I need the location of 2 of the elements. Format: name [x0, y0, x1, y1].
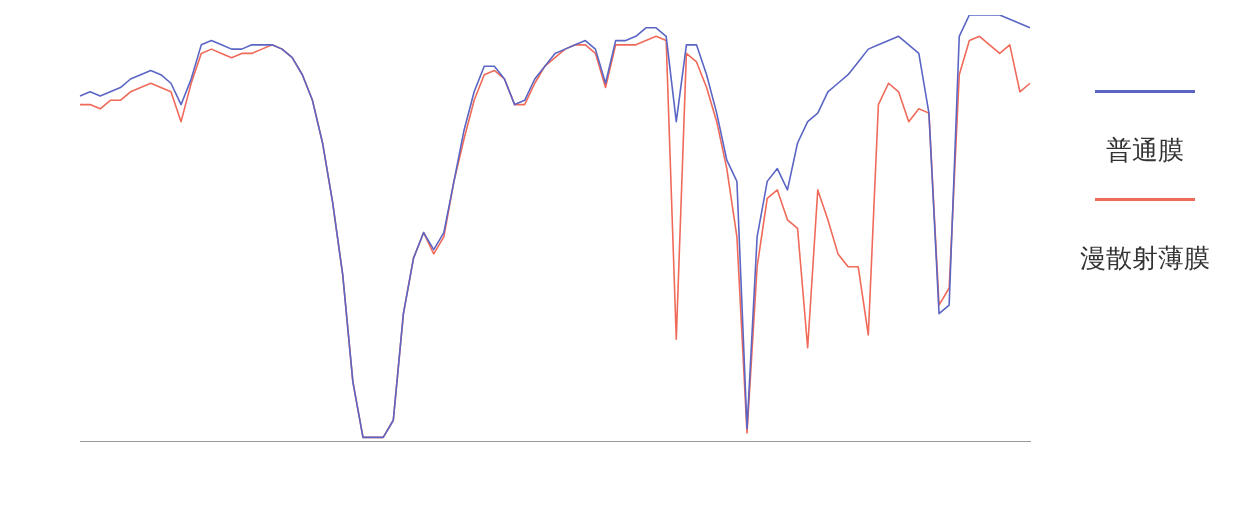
text: 漫散射薄膜	[1080, 242, 1210, 275]
text: 普通膜	[1106, 134, 1184, 167]
